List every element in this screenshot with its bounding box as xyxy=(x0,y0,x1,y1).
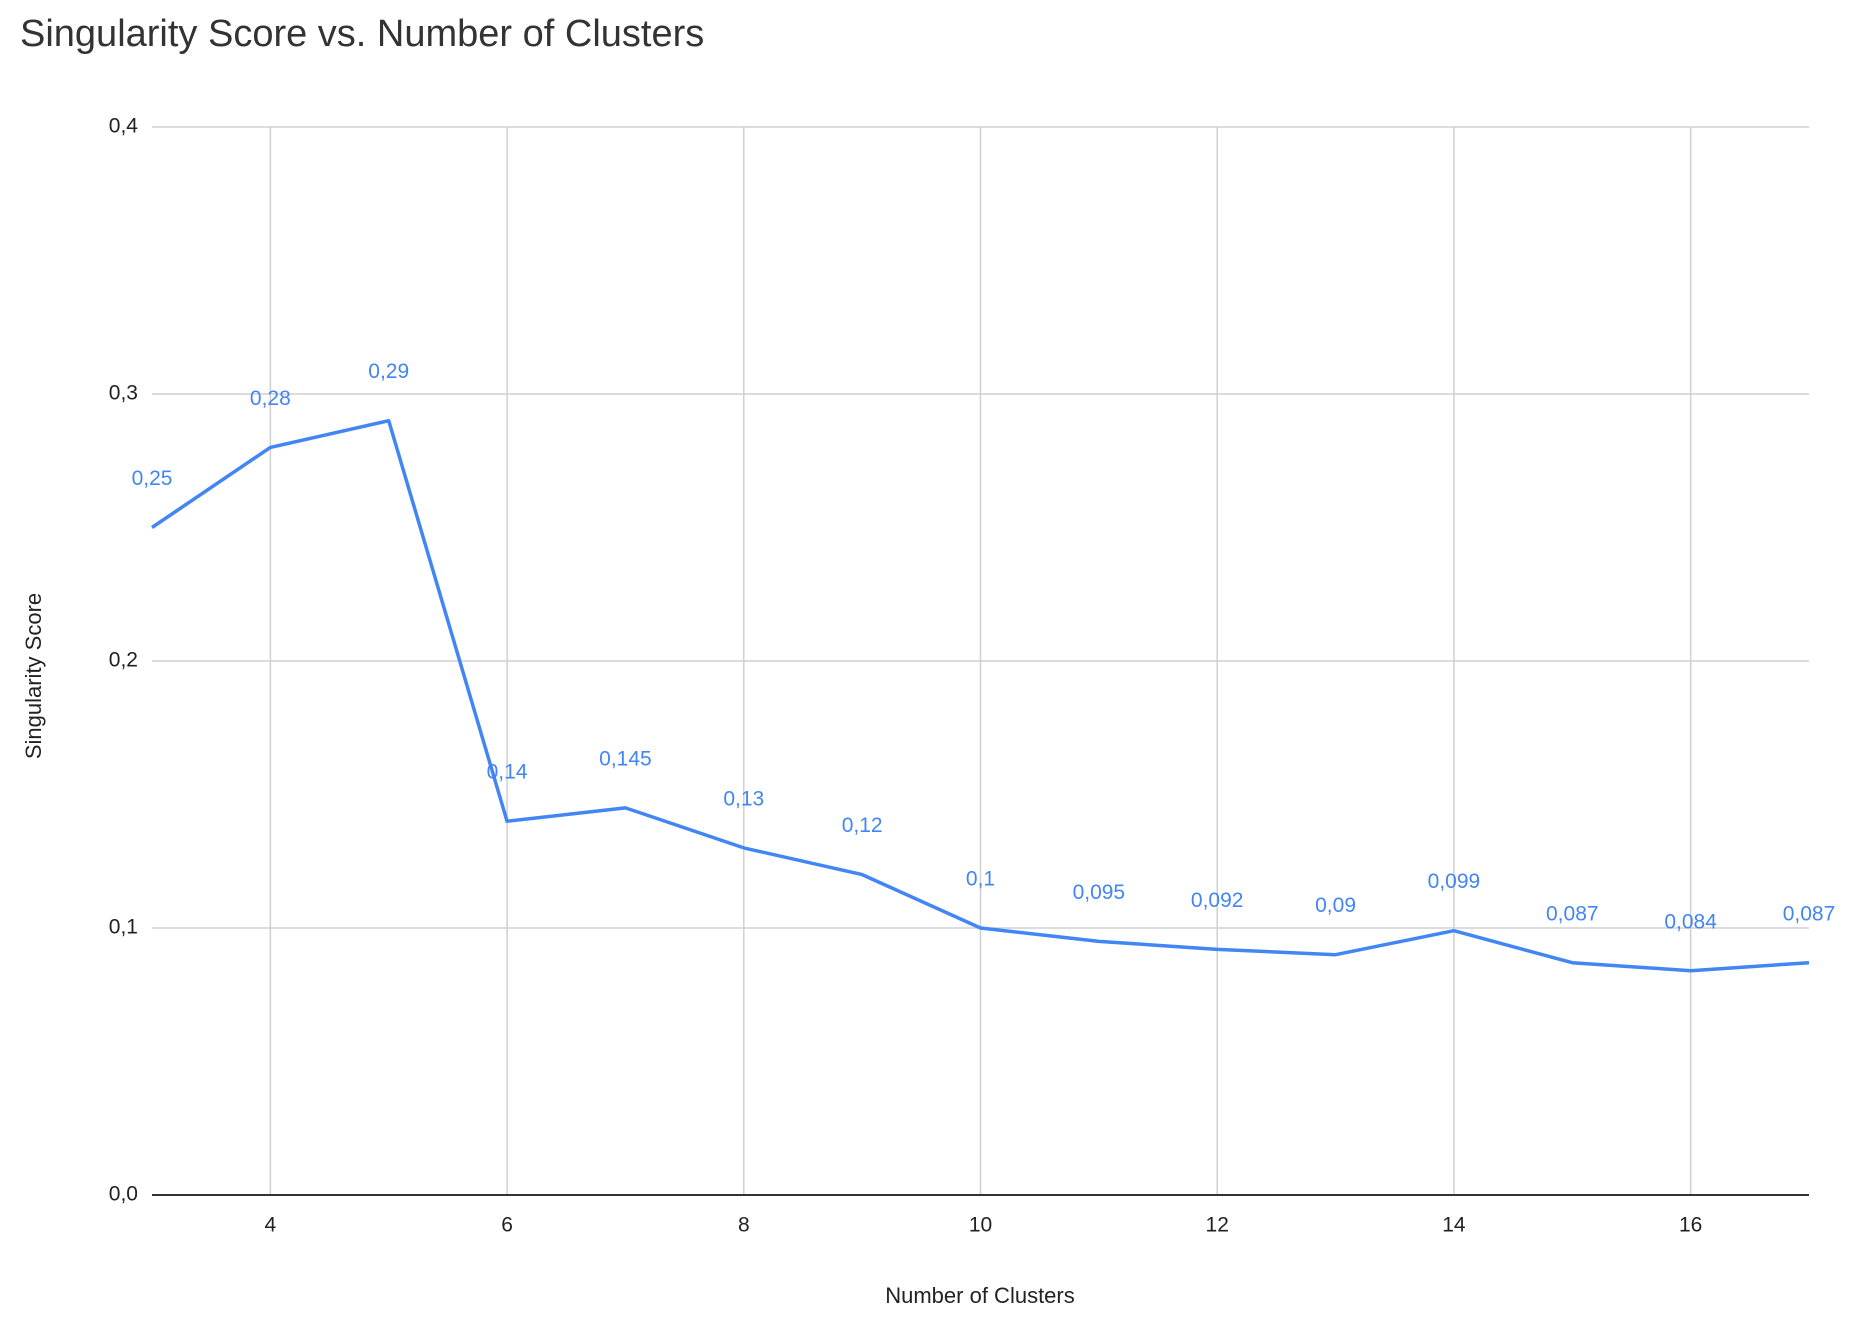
y-tick-label: 0,2 xyxy=(109,649,138,672)
data-label: 0,13 xyxy=(723,787,764,810)
x-tick-label: 14 xyxy=(1442,1214,1466,1237)
y-tick-label: 0,0 xyxy=(109,1183,138,1206)
data-label: 0,099 xyxy=(1428,870,1481,893)
data-line xyxy=(151,418,1810,973)
data-label: 0,12 xyxy=(842,814,883,837)
x-tick-label: 12 xyxy=(1206,1214,1229,1237)
x-tick-label: 16 xyxy=(1679,1214,1702,1237)
x-axis-title: Number of Clusters xyxy=(885,1283,1075,1308)
data-label: 0,087 xyxy=(1546,902,1599,925)
y-tick-label: 0,4 xyxy=(109,115,139,138)
data-label: 0,092 xyxy=(1191,889,1244,912)
x-tick-label: 4 xyxy=(265,1214,277,1237)
x-tick-label: 8 xyxy=(738,1214,750,1237)
data-label: 0,28 xyxy=(250,387,291,410)
chart-title: Singularity Score vs. Number of Clusters xyxy=(20,13,704,55)
data-label: 0,084 xyxy=(1664,910,1717,933)
data-label: 0,29 xyxy=(368,360,409,383)
data-label: 0,14 xyxy=(487,761,528,784)
y-tick-label: 0,1 xyxy=(109,916,138,939)
data-label: 0,087 xyxy=(1783,902,1836,925)
x-tick-label: 6 xyxy=(501,1214,513,1237)
data-label: 0,25 xyxy=(132,467,173,490)
data-label: 0,095 xyxy=(1073,881,1126,904)
data-label: 0,09 xyxy=(1315,894,1356,917)
y-axis-title: Singularity Score xyxy=(21,593,46,759)
x-tick-label: 10 xyxy=(969,1214,992,1237)
data-label: 0,145 xyxy=(599,747,652,770)
y-tick-label: 0,3 xyxy=(109,382,138,405)
data-label: 0,1 xyxy=(966,868,995,891)
